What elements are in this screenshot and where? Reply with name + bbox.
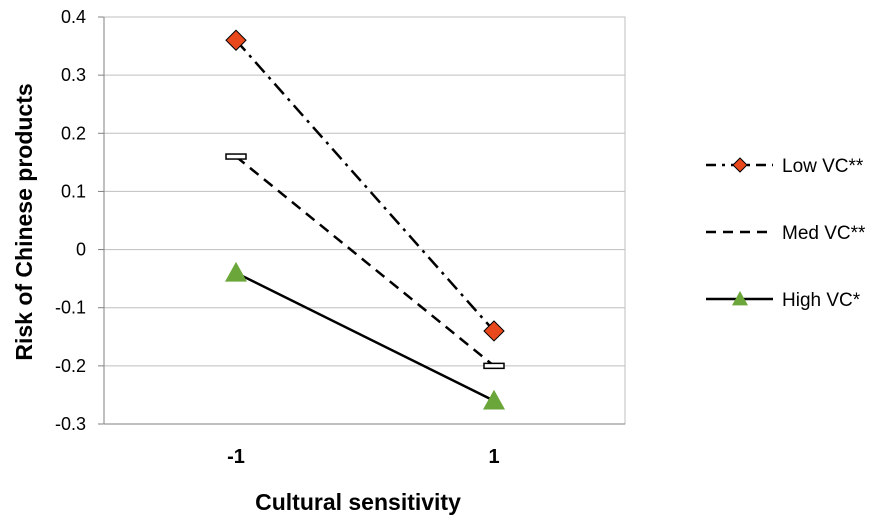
y-tick-labels: 0.4 0.3 0.2 0.1 0 -0.1 -0.2 -0.3	[55, 7, 86, 434]
legend-item: Low VC**	[706, 156, 864, 177]
plot-area-border	[103, 16, 626, 425]
y-tick-label: 0.2	[61, 123, 86, 143]
triangle-marker	[732, 291, 748, 306]
y-tick-label: 0.3	[61, 65, 86, 85]
y-tick-label: -0.1	[55, 298, 86, 318]
series	[225, 29, 505, 410]
axes	[98, 16, 626, 425]
triangle-marker	[483, 389, 505, 410]
diamond-marker	[225, 29, 247, 51]
legend-item: High VC*	[706, 290, 861, 311]
diamond-marker	[483, 320, 505, 342]
series-0	[225, 29, 505, 342]
dash-marker	[225, 153, 247, 160]
y-tick-label: -0.3	[55, 414, 86, 434]
diamond-marker	[732, 157, 748, 173]
x-tick-label: 1	[488, 446, 499, 468]
y-tick-label: 0.1	[61, 181, 86, 201]
y-tick-label: 0	[76, 240, 86, 260]
legend-item: Med VC**	[706, 223, 866, 244]
y-tick-label: 0.4	[61, 7, 86, 27]
series-line	[235, 39, 495, 332]
series-line	[235, 155, 495, 367]
gridlines	[104, 16, 625, 425]
series-1	[225, 153, 505, 370]
x-tick-label: -1	[227, 446, 245, 468]
dash-marker	[483, 362, 505, 370]
legend-label: High VC*	[782, 290, 861, 311]
x-tick-labels: -1 1	[227, 446, 499, 468]
triangle-marker	[225, 261, 247, 282]
x-axis-title: Cultural sensitivity	[255, 489, 461, 515]
legend-label: Med VC**	[782, 223, 866, 244]
y-tick-label: -0.2	[55, 356, 86, 376]
y-axis-title: Risk of Chinese products	[11, 83, 37, 360]
series-line	[235, 271, 495, 402]
legend-label: Low VC**	[782, 156, 864, 177]
legend: Low VC** Med VC** High VC*	[706, 156, 866, 311]
series-2	[225, 261, 505, 410]
